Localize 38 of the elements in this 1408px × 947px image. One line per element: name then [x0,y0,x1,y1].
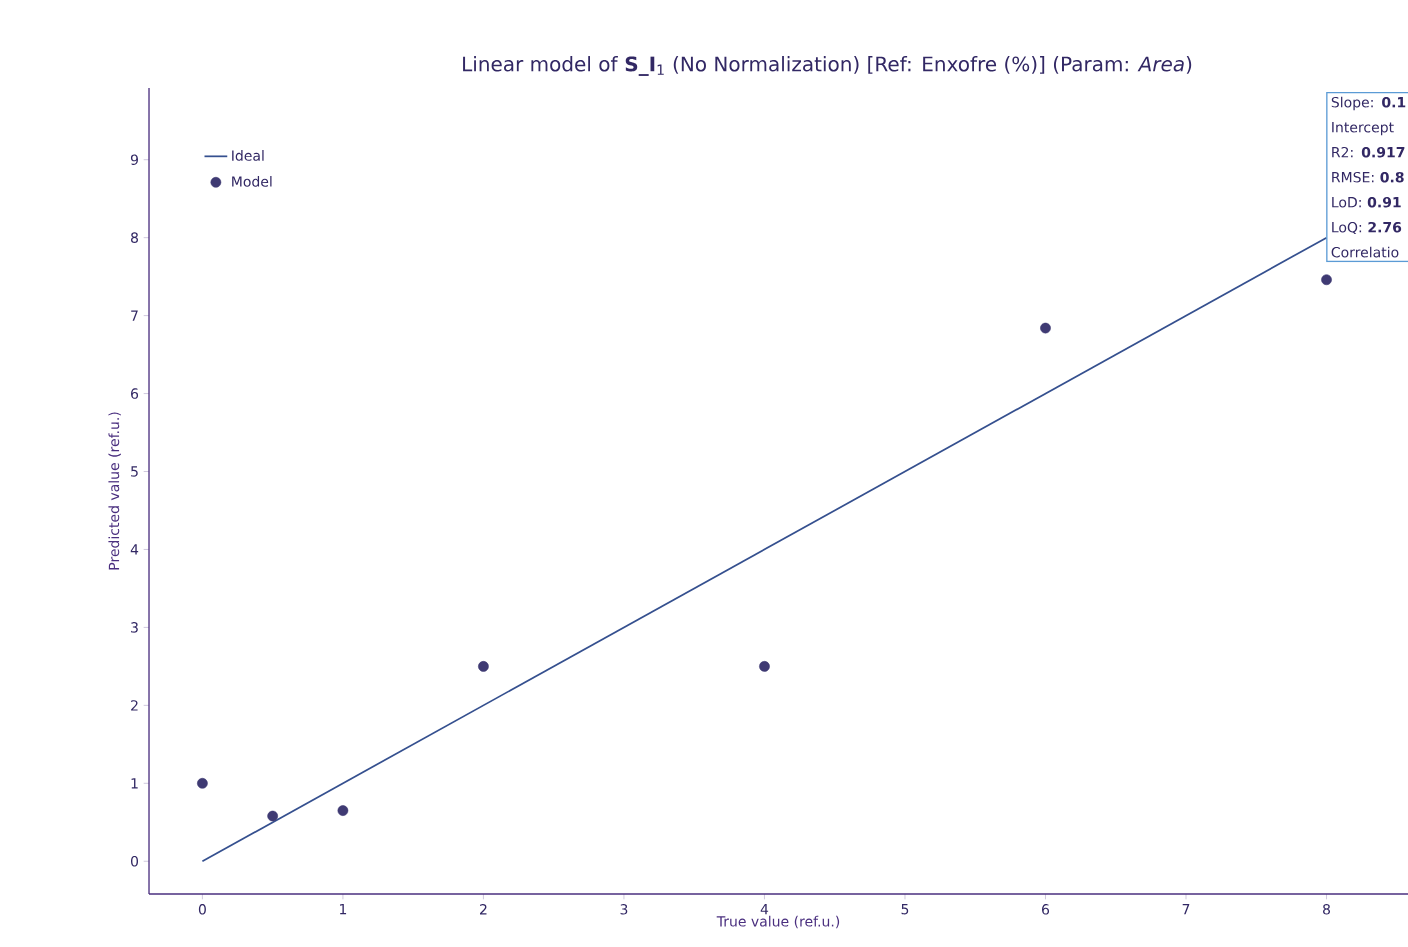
point [1040,322,1051,334]
annotation: LoD: 0.91 [1332,196,1401,208]
annotation: Correlatio [1331,246,1399,258]
point [1321,274,1332,286]
y-tick-label: 4 [130,544,139,555]
y-tick-label: 3 [131,622,138,633]
annotation: RMSE: 0.8 [1332,171,1404,183]
annotation: Intercept [1332,122,1394,136]
y-tick-label: 7 [131,310,138,321]
x-tick-label: 7 [1182,904,1190,915]
point [478,661,489,672]
y-tick-label: 1 [131,778,138,789]
x-tick-label: 4 [760,904,769,915]
y-tick-label: 2 [131,700,138,711]
chart-title: Linear model of S_I$_{1}$ (No Normalization) [Ref: Enxofre (%)] (Param: Area) [463,56,1192,76]
annotation: Slope: 0.1 [1331,96,1406,111]
annotation: R2: 0.917 [1332,146,1405,158]
x-axis-title: True value (ref.u.) [716,915,840,929]
x-tick-label: 3 [620,904,628,915]
legend-label: Ideal [232,150,264,161]
point [759,661,770,672]
point [197,777,208,789]
y-tick-label: 0 [130,855,139,867]
legend-label: Model [232,176,272,187]
y-tick-label: 9 [130,154,138,165]
x-tick-label: 2 [480,904,487,915]
x-tick-label: 1 [339,904,347,915]
point [267,810,278,822]
x-tick-label: 6 [1042,904,1050,915]
annotation: LoQ: 2.76 [1332,221,1402,235]
x-tick-label: 0 [198,904,206,915]
y-tick-label: 5 [131,466,138,477]
x-tick-label: 5 [901,904,909,915]
y-tick-label: 8 [131,232,138,243]
point [337,805,349,816]
y-axis-title: Predicted value (ref.u.) [108,412,121,570]
x-tick-label: 8 [1323,904,1331,915]
y-tick-label: 6 [131,388,139,399]
